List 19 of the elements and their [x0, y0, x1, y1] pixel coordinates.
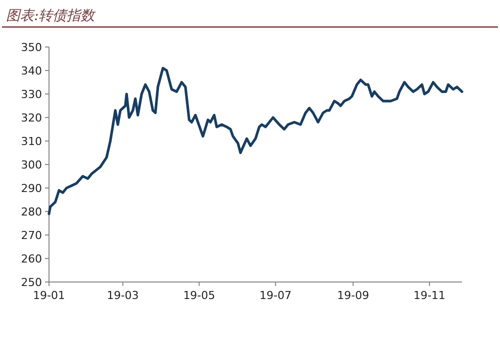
x-tick-label: 19-09	[337, 289, 370, 302]
line-series	[48, 66, 464, 216]
y-tick-label: 340	[21, 64, 42, 78]
x-tick-label: 19-03	[106, 289, 139, 302]
x-tick-label: 19-01	[33, 289, 65, 302]
x-tick-label: 19-05	[183, 289, 216, 302]
y-tick-label: 300	[21, 158, 42, 172]
y-tick-label: 310	[21, 135, 42, 148]
y-tick-label: 320	[21, 112, 42, 124]
y-tick-label: 280	[21, 206, 42, 218]
y-tick-label: 250	[21, 276, 42, 289]
y-tick-label: 350	[21, 41, 42, 54]
x-tick-label: 19-07	[260, 289, 292, 302]
title: 图表:转债指数	[6, 8, 95, 24]
y-tick-label: 290	[21, 182, 42, 195]
y-tick-label: 270	[21, 229, 42, 242]
x-tick-label: 19-11	[413, 289, 446, 302]
y-tick-label: 330	[21, 88, 42, 101]
y-tick-label: 260	[21, 252, 42, 266]
